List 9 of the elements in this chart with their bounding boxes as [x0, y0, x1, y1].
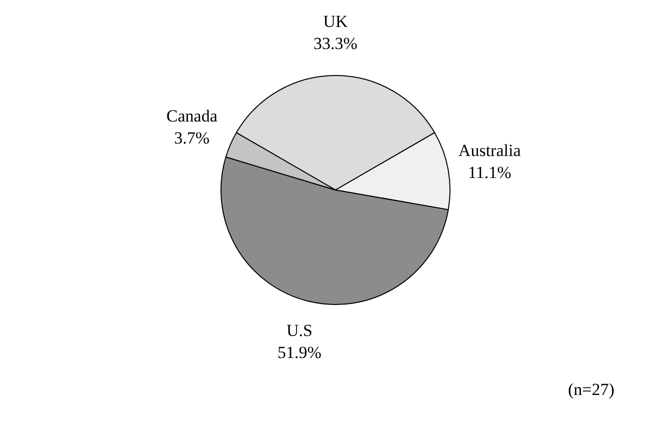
data-label: 11.1%: [468, 163, 512, 182]
slice-label: Canada: [166, 106, 218, 126]
slice-label: UK: [323, 12, 348, 31]
text: (n=27): [568, 380, 614, 400]
data-label: 33.3%: [314, 34, 358, 53]
data-label: 3.7%: [174, 128, 210, 148]
data-label: 51.9%: [277, 342, 322, 362]
slice-label: U.S: [286, 320, 312, 340]
slice-label: Australia: [458, 141, 522, 160]
